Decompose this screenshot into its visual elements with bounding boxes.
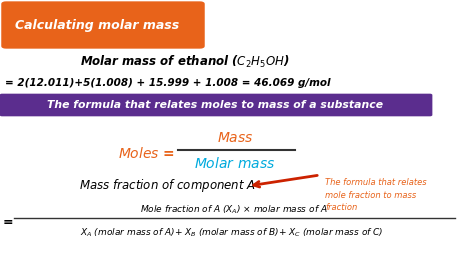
Text: Calculating molar mass: Calculating molar mass (15, 19, 179, 31)
Text: Molar mass of ethanol ($\mathit{C_2H_5OH}$): Molar mass of ethanol ($\mathit{C_2H_5OH… (80, 54, 290, 70)
Text: =: = (3, 215, 14, 228)
FancyBboxPatch shape (1, 1, 205, 49)
Text: = 2(12.011)+5(1.008) + 15.999 + 1.008 = 46.069 g/mol: = 2(12.011)+5(1.008) + 15.999 + 1.008 = … (5, 78, 330, 88)
Text: The formula that relates
mole fraction to mass
fraction: The formula that relates mole fraction t… (325, 178, 427, 212)
Text: $\mathit{Moles}$ =: $\mathit{Moles}$ = (118, 146, 175, 160)
Text: $\mathbf{\mathit{Mass\ fraction\ of\ component\ A}}$: $\mathbf{\mathit{Mass\ fraction\ of\ com… (80, 177, 256, 194)
Text: The formula that relates moles to mass of a substance: The formula that relates moles to mass o… (47, 100, 383, 110)
FancyBboxPatch shape (0, 94, 432, 116)
Text: $\mathit{Molar\ mass}$: $\mathit{Molar\ mass}$ (194, 156, 275, 171)
Text: $\mathit{X_A}$ (molar mass of A)+ $\mathit{X_B}$ (molar mass of B)+ $\mathit{X_C: $\mathit{X_A}$ (molar mass of A)+ $\math… (80, 227, 384, 239)
Text: $\mathit{Mass}$: $\mathit{Mass}$ (217, 131, 253, 145)
Text: Mole fraction of A ($\mathit{X_A}$) $\times$ molar mass of A: Mole fraction of A ($\mathit{X_A}$) $\ti… (140, 204, 328, 216)
